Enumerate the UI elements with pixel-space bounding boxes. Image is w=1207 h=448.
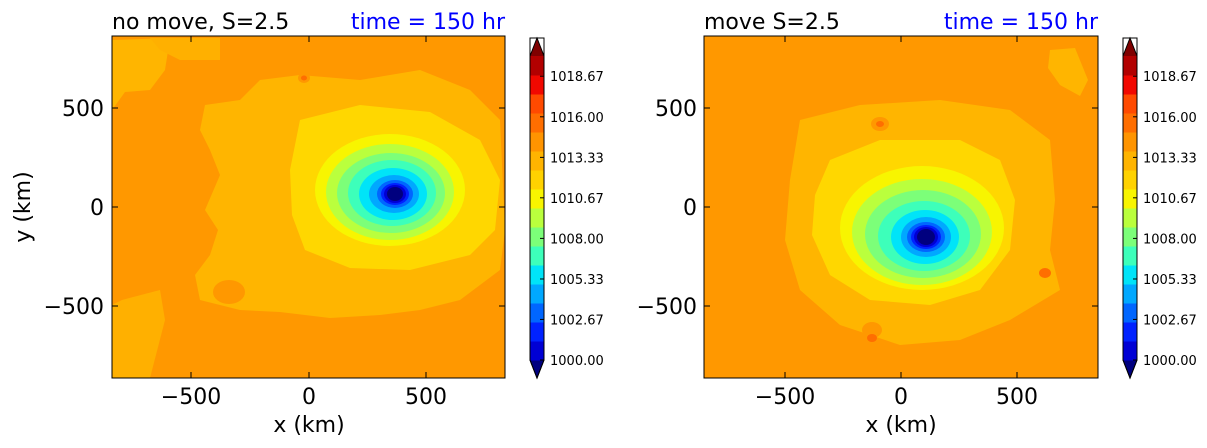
colorbar-band [1123, 322, 1137, 342]
right-time-label: time = 150 hr [944, 10, 1099, 35]
colorbar-band [530, 56, 544, 76]
colorbar-band [1123, 227, 1137, 247]
colorbar-tick-label: 1010.67 [550, 192, 604, 207]
colorbar-tick-label: 1018.67 [1143, 70, 1197, 85]
colorbar-band [530, 151, 544, 171]
colorbar-band [1123, 75, 1137, 95]
colorbar-extension-high [530, 38, 544, 56]
left-y-ticks [112, 107, 505, 307]
right-colorbar-ticks: 1018.67 1016.00 1013.33 1010.67 1008.00 1005.… [1133, 70, 1197, 369]
colorbar-tick-label: 1005.33 [1143, 273, 1197, 288]
right-colorbar-bands [1122, 36, 1138, 380]
left-title: no move, S=2.5 [112, 10, 289, 35]
left-colorbar: 1018.67 1016.00 1013.33 1010.67 1008.00 1005.… [529, 36, 604, 380]
colorbar-band [530, 227, 544, 247]
colorbar-tick-label: 1013.33 [1143, 151, 1197, 166]
right-xtick-label: −500 [755, 385, 815, 410]
colorbar-band [530, 113, 544, 133]
colorbar-band [530, 341, 544, 361]
colorbar-tick-label: 1016.00 [1143, 111, 1197, 126]
left-y-axis-label: y (km) [11, 171, 36, 242]
colorbar-band [1123, 341, 1137, 361]
left-ytick-label: −500 [44, 295, 104, 320]
colorbar-tick-label: 1005.33 [550, 273, 604, 288]
colorbar-band [1123, 246, 1137, 266]
colorbar-band [530, 94, 544, 114]
colorbar-band [1123, 132, 1137, 152]
colorbar-band [1123, 113, 1137, 133]
colorbar-band [1123, 208, 1137, 228]
left-xtick-label: 0 [302, 385, 316, 410]
left-colorbar-bands [529, 36, 545, 380]
colorbar-band [1123, 284, 1137, 304]
right-title: move S=2.5 [704, 10, 840, 35]
right-colorbar: 1018.67 1016.00 1013.33 1010.67 1008.00 1005.… [1122, 36, 1197, 380]
colorbar-band [530, 303, 544, 323]
colorbar-tick-label: 1002.67 [550, 313, 604, 328]
colorbar-band [530, 75, 544, 95]
left-xtick-label: 500 [405, 385, 447, 410]
colorbar-band [530, 189, 544, 209]
colorbar-band [1123, 56, 1137, 76]
left-colorbar-ticks: 1018.67 1016.00 1013.33 1010.67 1008.00 1005.… [540, 70, 604, 369]
colorbar-band [530, 132, 544, 152]
right-ytick-label: −500 [637, 295, 697, 320]
left-plot: −500 0 500 500 0 −500 x (km) y (km) no m… [11, 10, 506, 438]
colorbar-tick-label: 1008.00 [1143, 232, 1197, 247]
right-x-ticks [784, 36, 1018, 378]
colorbar-extension-low [530, 360, 544, 378]
colorbar-band [1123, 265, 1137, 285]
colorbar-band [530, 284, 544, 304]
left-xtick-label: −500 [161, 385, 221, 410]
left-time-label: time = 150 hr [351, 10, 506, 35]
left-x-ticks [190, 36, 427, 378]
colorbar-band [530, 246, 544, 266]
right-contour-field [704, 36, 1098, 378]
right-ytick-label: 500 [655, 97, 697, 122]
right-ytick-label: 0 [683, 196, 697, 221]
colorbar-band [1123, 189, 1137, 209]
colorbar-tick-label: 1010.67 [1143, 192, 1197, 207]
colorbar-tick-label: 1002.67 [1143, 313, 1197, 328]
left-contour-field [112, 36, 505, 378]
colorbar-band [530, 322, 544, 342]
left-ytick-label: 0 [90, 196, 104, 221]
right-x-axis-label: x (km) [865, 413, 936, 438]
colorbar-band [530, 170, 544, 190]
colorbar-extension-low [1123, 360, 1137, 378]
colorbar-tick-label: 1018.67 [550, 70, 604, 85]
left-ytick-label: 500 [62, 97, 104, 122]
colorbar-band [1123, 94, 1137, 114]
colorbar-band [530, 208, 544, 228]
colorbar-tick-label: 1000.00 [1143, 354, 1197, 369]
colorbar-tick-label: 1016.00 [550, 111, 604, 126]
colorbar-band [530, 265, 544, 285]
colorbar-band [1123, 303, 1137, 323]
right-xtick-label: 500 [996, 385, 1038, 410]
right-y-ticks [704, 107, 1098, 307]
colorbar-extension-high [1123, 38, 1137, 56]
right-xtick-label: 0 [894, 385, 908, 410]
colorbar-tick-label: 1013.33 [550, 151, 604, 166]
left-x-axis-label: x (km) [273, 413, 344, 438]
colorbar-tick-label: 1000.00 [550, 354, 604, 369]
colorbar-band [1123, 151, 1137, 171]
colorbar-tick-label: 1008.00 [550, 232, 604, 247]
colorbar-band [1123, 170, 1137, 190]
right-plot: −500 0 500 500 0 −500 x (km) move S=2.5 … [637, 10, 1099, 438]
